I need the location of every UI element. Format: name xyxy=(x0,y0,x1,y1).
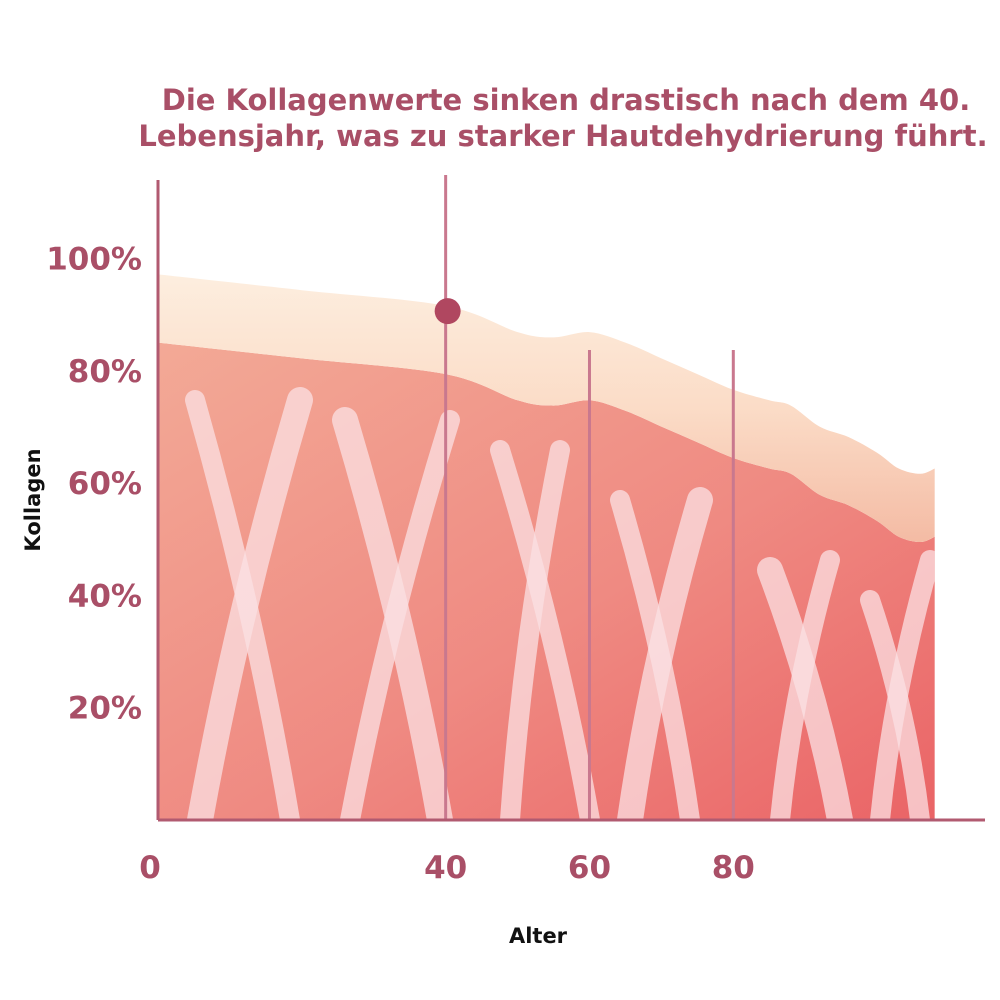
skin-surface-band xyxy=(158,274,935,542)
collagen-fiber xyxy=(490,440,600,820)
collagen-fiber xyxy=(500,440,570,820)
y-tick-label: 60% xyxy=(68,466,142,502)
collagen-fiber xyxy=(757,557,853,820)
collagen-area-layer xyxy=(158,274,935,820)
x-tick-label: 0 xyxy=(139,850,161,886)
y-tick-label: 100% xyxy=(46,242,142,278)
x-axis-label: Alter xyxy=(509,924,568,948)
y-tick-label: 40% xyxy=(68,578,142,614)
collagen-fiber xyxy=(185,390,300,820)
y-axis-label: Kollagen xyxy=(21,448,45,551)
x-tick-label: 40 xyxy=(424,850,467,886)
collagen-fiber xyxy=(332,407,453,820)
collagen-fiber xyxy=(610,490,700,820)
y-tick-label: 20% xyxy=(68,691,142,727)
collagen-fibers xyxy=(185,387,935,820)
chart-title-line-2: Lebensjahr, was zu starker Hautdehydrier… xyxy=(138,119,987,153)
x-tick-label: 60 xyxy=(568,850,611,886)
x-tick-label: 80 xyxy=(712,850,755,886)
y-tick-labels: 20% 40% 60% 80% 100% xyxy=(46,242,142,727)
x-tick-labels: 0 40 60 80 xyxy=(139,850,755,886)
highlight-point-marker xyxy=(434,298,461,325)
chart-title-line-1: Die Kollagenwerte sinken drastisch nach … xyxy=(162,83,971,117)
collagen-fiber xyxy=(860,590,930,820)
y-tick-label: 80% xyxy=(68,354,142,390)
vertical-guides xyxy=(444,175,735,820)
